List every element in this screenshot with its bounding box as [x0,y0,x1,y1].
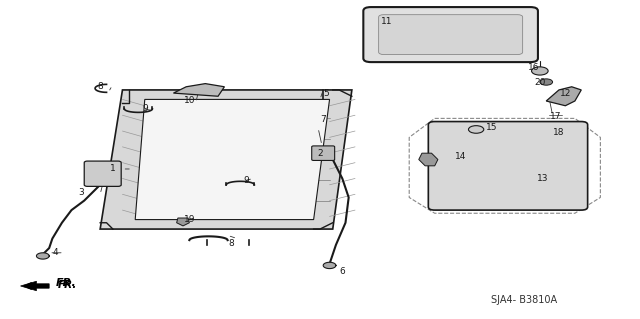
Polygon shape [135,100,330,219]
Text: 9: 9 [244,175,250,185]
Text: 11: 11 [381,18,393,26]
Text: 19: 19 [184,215,195,224]
Polygon shape [20,281,49,291]
Polygon shape [546,87,581,106]
Circle shape [532,67,548,75]
Circle shape [540,79,552,85]
Text: 9: 9 [142,104,148,113]
Text: 6: 6 [339,267,345,276]
Text: FR.: FR. [56,278,76,288]
Text: 8: 8 [97,82,103,91]
Text: 17: 17 [550,112,561,121]
FancyBboxPatch shape [379,15,523,55]
Polygon shape [100,90,352,229]
Text: 7: 7 [320,115,326,124]
Text: FR.: FR. [58,280,77,290]
Text: SJA4- B3810A: SJA4- B3810A [491,295,557,305]
Text: 3: 3 [78,188,84,197]
Polygon shape [419,153,438,166]
Text: 4: 4 [52,248,58,257]
Text: 16: 16 [528,63,540,72]
Text: 20: 20 [534,78,545,86]
Text: 10: 10 [184,97,195,106]
Polygon shape [177,218,189,226]
Polygon shape [38,253,48,258]
Text: 5: 5 [323,89,329,98]
Text: 18: 18 [553,128,564,137]
FancyBboxPatch shape [364,7,538,62]
Text: 2: 2 [317,149,323,158]
Text: 8: 8 [228,239,234,248]
FancyBboxPatch shape [312,146,335,160]
Text: 12: 12 [559,89,571,98]
Text: 14: 14 [454,152,466,161]
FancyBboxPatch shape [84,161,121,186]
Circle shape [468,126,484,133]
Polygon shape [173,84,225,96]
Polygon shape [324,263,335,268]
Text: 13: 13 [537,174,548,183]
Text: 1: 1 [110,165,116,174]
Text: 15: 15 [486,123,498,132]
FancyBboxPatch shape [428,122,588,210]
